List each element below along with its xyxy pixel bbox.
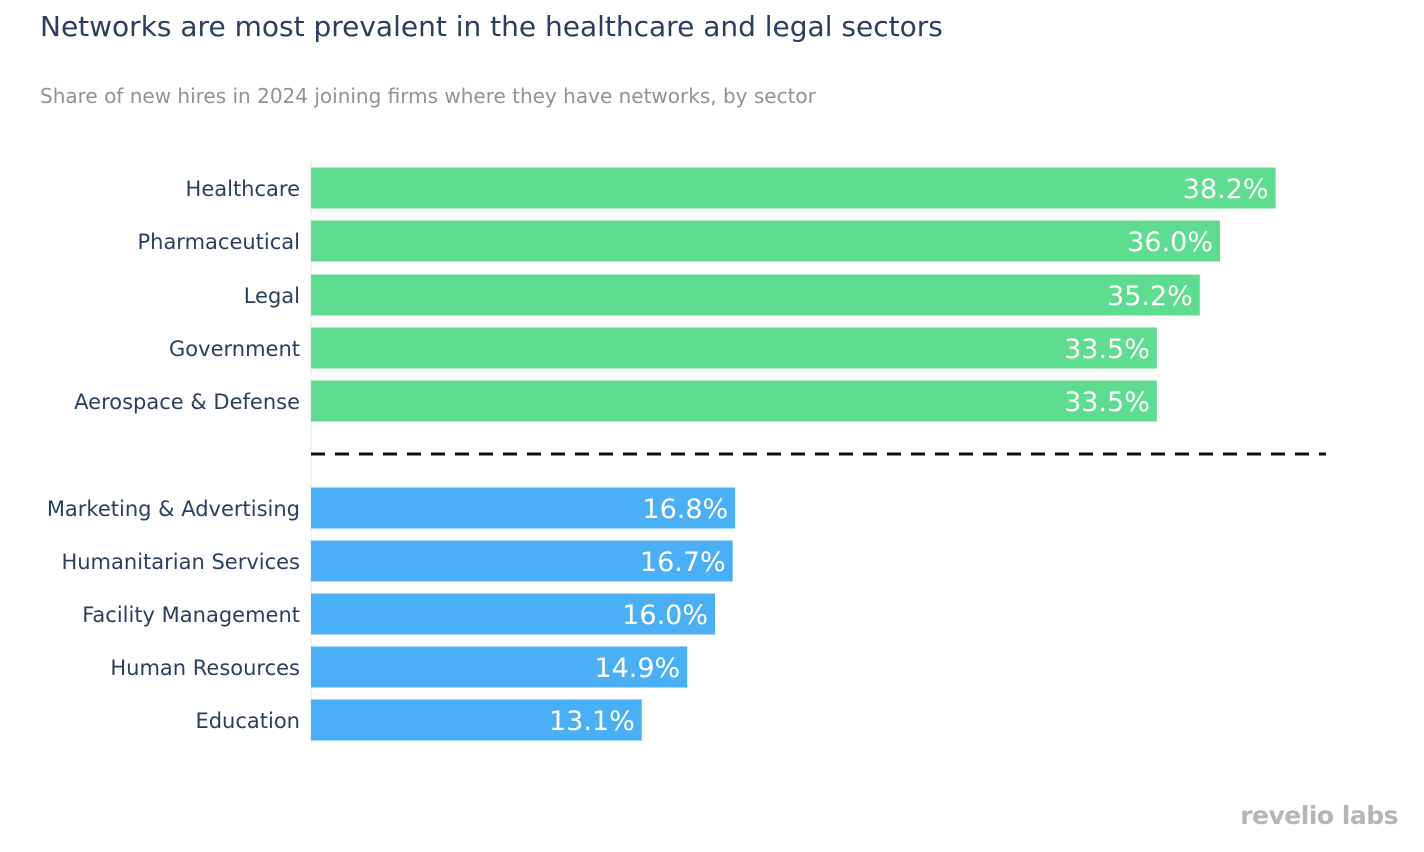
category-label: Humanitarian Services — [61, 550, 300, 574]
value-label: 33.5% — [1064, 334, 1150, 365]
category-label: Education — [195, 709, 300, 733]
bar-human-resources — [311, 646, 688, 688]
value-label: 35.2% — [1107, 281, 1193, 312]
chart-title: Networks are most prevalent in the healt… — [40, 10, 943, 43]
category-label: Human Resources — [110, 656, 300, 680]
value-label: 33.5% — [1064, 387, 1150, 418]
bar-pharmaceutical — [311, 220, 1220, 262]
category-label: Marketing & Advertising — [47, 497, 300, 521]
brand-logo: revelio labs — [1240, 801, 1398, 830]
bar-marketing-advertising — [311, 487, 736, 529]
bar-government — [311, 327, 1157, 369]
value-label: 38.2% — [1183, 174, 1269, 205]
value-label: 13.1% — [549, 706, 635, 737]
value-label: 16.0% — [622, 600, 708, 631]
bar-education — [311, 699, 642, 741]
category-label: Government — [169, 337, 300, 361]
category-label: Healthcare — [186, 177, 300, 201]
category-label: Facility Management — [82, 603, 300, 627]
bar-aerospace-defense — [311, 380, 1157, 422]
bar-healthcare — [311, 167, 1276, 209]
bar-legal — [311, 274, 1200, 316]
value-label: 16.7% — [640, 547, 726, 578]
chart-subtitle: Share of new hires in 2024 joining firms… — [40, 84, 816, 108]
category-label: Aerospace & Defense — [74, 390, 300, 414]
bar-facility-management — [311, 593, 715, 635]
bar-humanitarian-services — [311, 540, 733, 582]
category-label: Legal — [244, 284, 300, 308]
value-label: 14.9% — [594, 653, 680, 684]
value-label: 36.0% — [1127, 227, 1213, 258]
category-label: Pharmaceutical — [137, 230, 300, 254]
value-label: 16.8% — [642, 494, 728, 525]
